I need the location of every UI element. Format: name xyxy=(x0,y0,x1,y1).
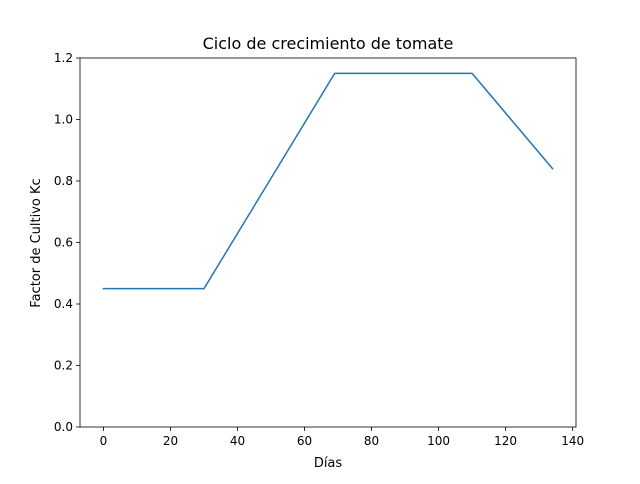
y-tick-label: 1.0 xyxy=(54,113,73,127)
y-tick-label: 0.6 xyxy=(54,236,73,250)
x-tick-label: 80 xyxy=(364,434,379,448)
plot-area: 0 20 40 60 80 100 120 140 0.0 0.2 0.4 0.6 0.8 1.0 1.2 xyxy=(54,51,584,448)
y-tick-label: 0.8 xyxy=(54,174,73,188)
y-tick-label: 0.0 xyxy=(54,420,73,434)
series-line-0 xyxy=(102,72,554,290)
x-tick-label: 60 xyxy=(297,434,312,448)
x-tick-label: 20 xyxy=(163,434,178,448)
x-tick-label: 0 xyxy=(100,434,108,448)
x-axis-label: Días xyxy=(314,456,343,471)
y-tick-label: 0.4 xyxy=(54,297,73,311)
chart-title: Ciclo de crecimiento de tomate xyxy=(203,34,454,53)
x-tick-label: 140 xyxy=(561,434,584,448)
y-tick-label: 1.2 xyxy=(54,51,73,65)
x-tick-label: 120 xyxy=(494,434,517,448)
plot-frame xyxy=(79,57,577,428)
y-axis-label: Factor de Cultivo Kc xyxy=(29,178,44,307)
x-tick-label: 100 xyxy=(427,434,450,448)
y-tick-label: 0.2 xyxy=(54,359,73,373)
x-tick-label: 40 xyxy=(230,434,245,448)
